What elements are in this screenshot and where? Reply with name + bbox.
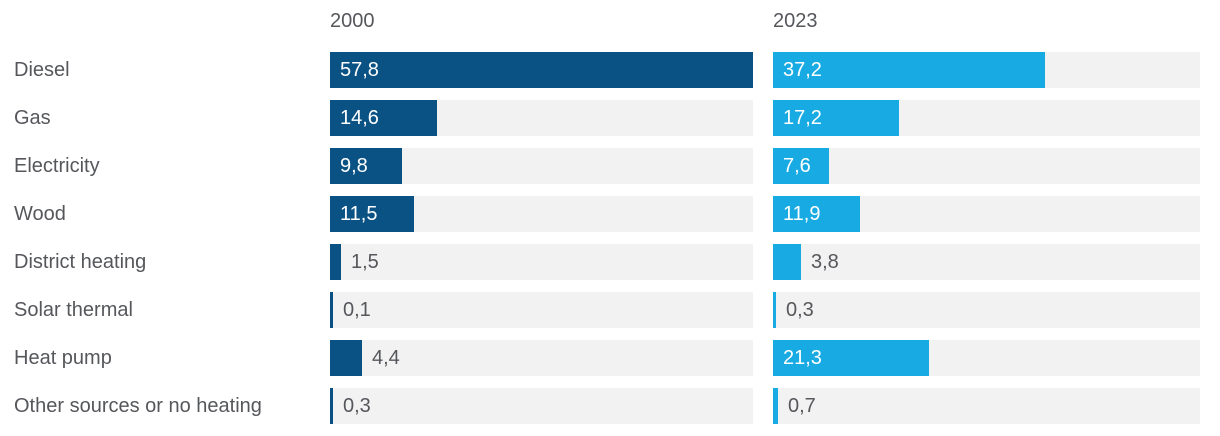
bar-value-2023: 17,2 [783, 107, 822, 129]
bar-2023 [773, 100, 899, 136]
bar-track-2000: 4,4 [330, 340, 753, 376]
bar-value-2023: 3,8 [811, 251, 839, 273]
bar-track-2023: 11,9 [773, 196, 1200, 232]
bar-value-2023: 37,2 [783, 59, 822, 81]
chart-row-electricity: Electricity 9,8 7,6 [0, 148, 1220, 196]
chart-row-district-heating: District heating 1,5 3,8 [0, 244, 1220, 292]
chart-row-diesel: Diesel 57,8 37,2 [0, 52, 1220, 100]
bar-2000 [330, 388, 333, 424]
bar-2000 [330, 292, 333, 328]
bar-value-2023: 7,6 [783, 155, 811, 177]
bar-value-2023: 0,3 [786, 299, 814, 321]
bar-2000 [330, 196, 414, 232]
bar-value-2000: 1,5 [351, 251, 379, 273]
bar-2000 [330, 244, 341, 280]
bar-2023 [773, 196, 860, 232]
chart-row-gas: Gas 14,6 17,2 [0, 100, 1220, 148]
chart-row-solar-thermal: Solar thermal 0,1 0,3 [0, 292, 1220, 340]
bar-value-2000: 14,6 [340, 107, 379, 129]
bar-2000 [330, 148, 402, 184]
bar-2023 [773, 52, 1045, 88]
bar-track-2000: 1,5 [330, 244, 753, 280]
bar-track-2000: 14,6 [330, 100, 753, 136]
bar-value-2000: 4,4 [372, 347, 400, 369]
bar-value-2000: 0,1 [343, 299, 371, 321]
bar-value-2000: 9,8 [340, 155, 368, 177]
bar-2023 [773, 340, 929, 376]
bar-track-2000: 0,3 [330, 388, 753, 424]
category-label: Heat pump [14, 347, 112, 369]
bar-value-2000: 0,3 [343, 395, 371, 417]
bar-track-2000: 9,8 [330, 148, 753, 184]
bar-track-2023: 7,6 [773, 148, 1200, 184]
bar-2000 [330, 52, 753, 88]
bar-track-2000: 11,5 [330, 196, 753, 232]
category-label: Wood [14, 203, 66, 225]
bar-track-2000: 0,1 [330, 292, 753, 328]
category-label: Electricity [14, 155, 100, 177]
chart-row-other-sources: Other sources or no heating 0,3 0,7 [0, 388, 1220, 436]
bar-track-2023: 0,7 [773, 388, 1200, 424]
bar-2023 [773, 292, 776, 328]
bar-track-2023: 21,3 [773, 340, 1200, 376]
category-label: District heating [14, 251, 147, 273]
chart-row-heat-pump: Heat pump 4,4 21,3 [0, 340, 1220, 388]
bar-2023 [773, 388, 778, 424]
chart-row-wood: Wood 11,5 11,9 [0, 196, 1220, 244]
bar-track-2023: 37,2 [773, 52, 1200, 88]
bar-track-2023: 0,3 [773, 292, 1200, 328]
bar-track-2000: 57,8 [330, 52, 753, 88]
bar-2000 [330, 340, 362, 376]
bar-2023 [773, 244, 801, 280]
bar-value-2000: 57,8 [340, 59, 379, 81]
category-label: Solar thermal [14, 299, 133, 321]
category-label: Other sources or no heating [14, 395, 262, 417]
category-label: Diesel [14, 59, 70, 81]
column-header-2023: 2023 [773, 10, 818, 32]
column-headers: 2000 2023 [0, 0, 1220, 52]
bar-value-2023: 11,9 [783, 203, 821, 225]
bar-2000 [330, 100, 437, 136]
bar-track-2023: 3,8 [773, 244, 1200, 280]
bar-value-2023: 0,7 [788, 395, 816, 417]
bar-value-2000: 11,5 [340, 203, 378, 225]
category-label: Gas [14, 107, 51, 129]
bar-2023 [773, 148, 829, 184]
column-header-2000: 2000 [330, 10, 375, 32]
bar-track-2023: 17,2 [773, 100, 1200, 136]
bar-value-2023: 21,3 [783, 347, 822, 369]
